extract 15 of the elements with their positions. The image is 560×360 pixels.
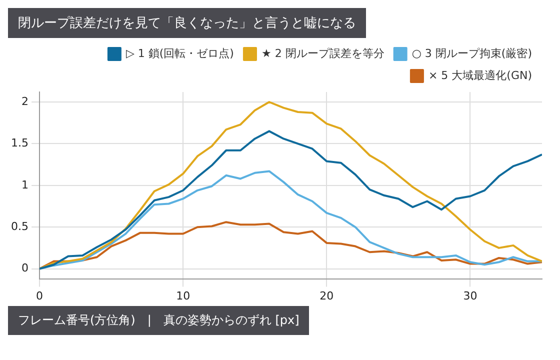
y-tick-label: 0.5 <box>10 220 28 233</box>
legend-label: ▷ 1 鎖(回転・ゼロ点) <box>126 46 234 60</box>
x-axis-title: フレーム番号(方位角) | 真の姿勢からのずれ [px] <box>8 306 310 335</box>
y-tick-label: 2 <box>21 94 28 108</box>
x-tick-label: 10 <box>176 289 190 302</box>
y-tick-label: 1 <box>21 178 28 192</box>
x-tick-label: 30 <box>463 289 478 302</box>
chart-title: 閉ループ誤差だけを見て「良くなった」と言うと嘘になる <box>8 8 366 38</box>
legend-label: × 5 大域最適化(GN) <box>428 68 532 82</box>
y-tick-label: 1.5 <box>10 136 28 150</box>
legend-label: ★ 2 閉ループ誤差を等分 <box>261 46 384 60</box>
x-tick-label: 20 <box>320 289 334 302</box>
legend-label: ○ 3 閉ループ拘束(厳密) <box>412 46 532 60</box>
y-tick-label: 0 <box>21 262 28 275</box>
x-tick-label: 0 <box>36 289 43 302</box>
